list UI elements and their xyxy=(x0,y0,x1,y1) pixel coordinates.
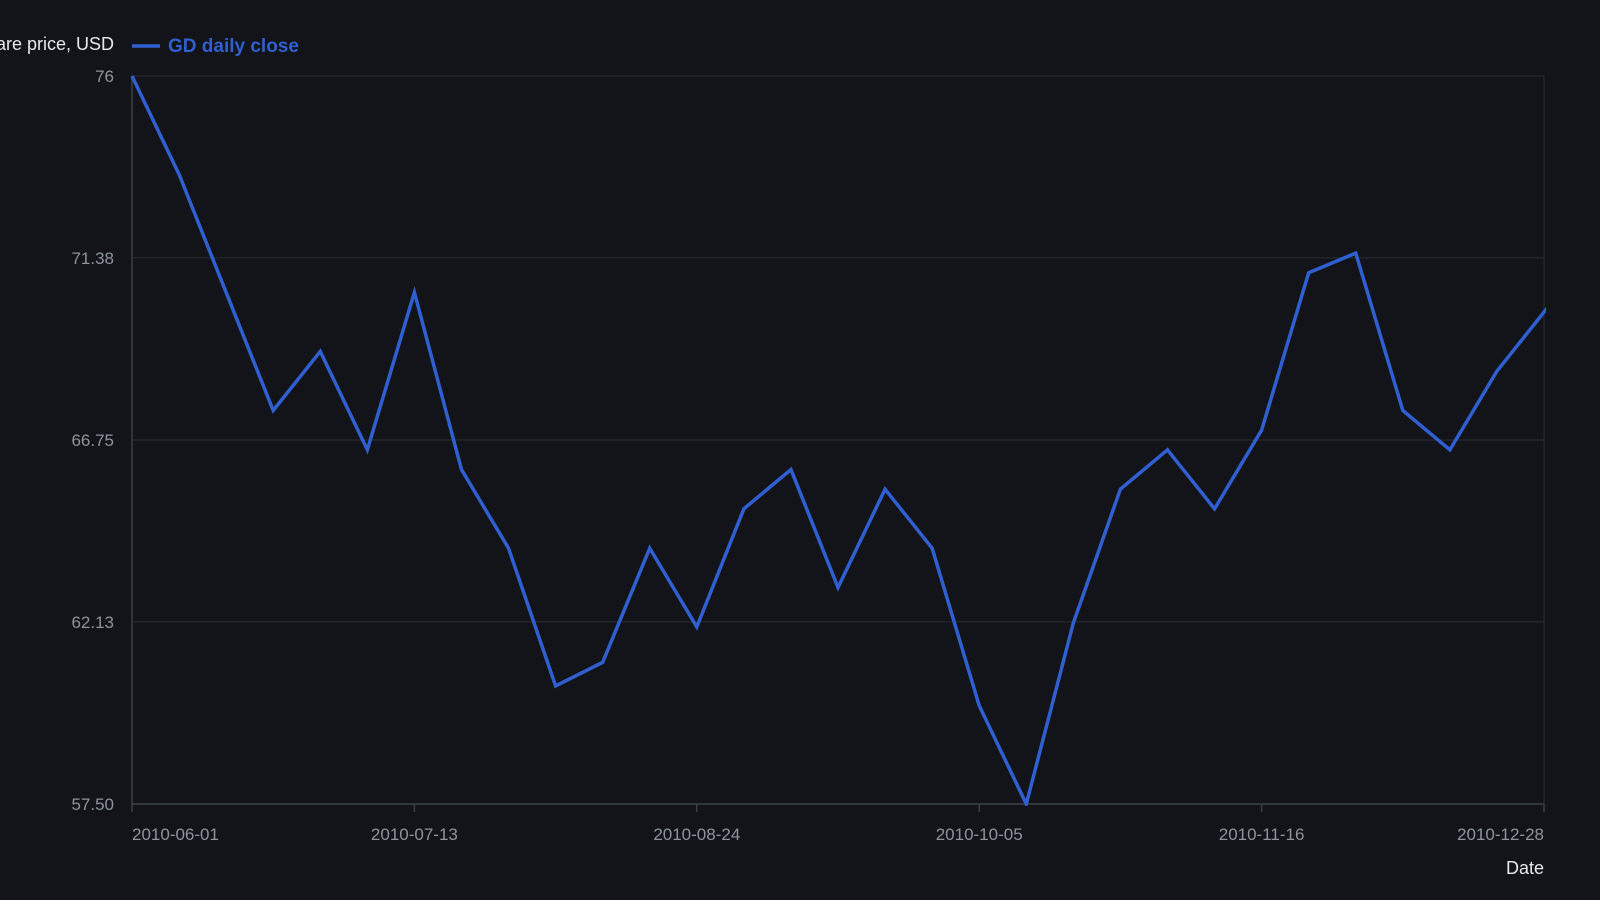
y-axis-title: Share price, USD xyxy=(0,34,114,54)
x-axis-title: Date xyxy=(1506,858,1544,878)
y-tick-label: 76 xyxy=(95,67,114,86)
x-tick-label: 2010-07-13 xyxy=(371,825,458,844)
x-tick-label: 2010-06-01 xyxy=(132,825,219,844)
y-tick-label: 62.13 xyxy=(71,613,114,632)
legend[interactable]: GD daily close xyxy=(132,36,299,57)
y-tick-label: 71.38 xyxy=(71,249,114,268)
y-tick-label: 57.50 xyxy=(71,795,114,814)
series-line xyxy=(130,75,1546,806)
grid-lines xyxy=(132,75,1545,805)
series-layer xyxy=(130,75,1546,806)
axes xyxy=(131,76,1545,812)
x-tick-label: 2010-11-16 xyxy=(1219,825,1305,844)
y-tick-label: 66.75 xyxy=(71,431,114,450)
x-tick-label: 2010-12-28 xyxy=(1457,825,1544,844)
legend-label[interactable]: GD daily close xyxy=(168,36,299,57)
tick-labels: 57.50 62.13 66.75 71.38 76 2010-06-01 2010-07-… xyxy=(0,34,1544,878)
x-tick-label: 2010-08-24 xyxy=(653,825,740,844)
x-tick-label: 2010-10-05 xyxy=(936,825,1023,844)
